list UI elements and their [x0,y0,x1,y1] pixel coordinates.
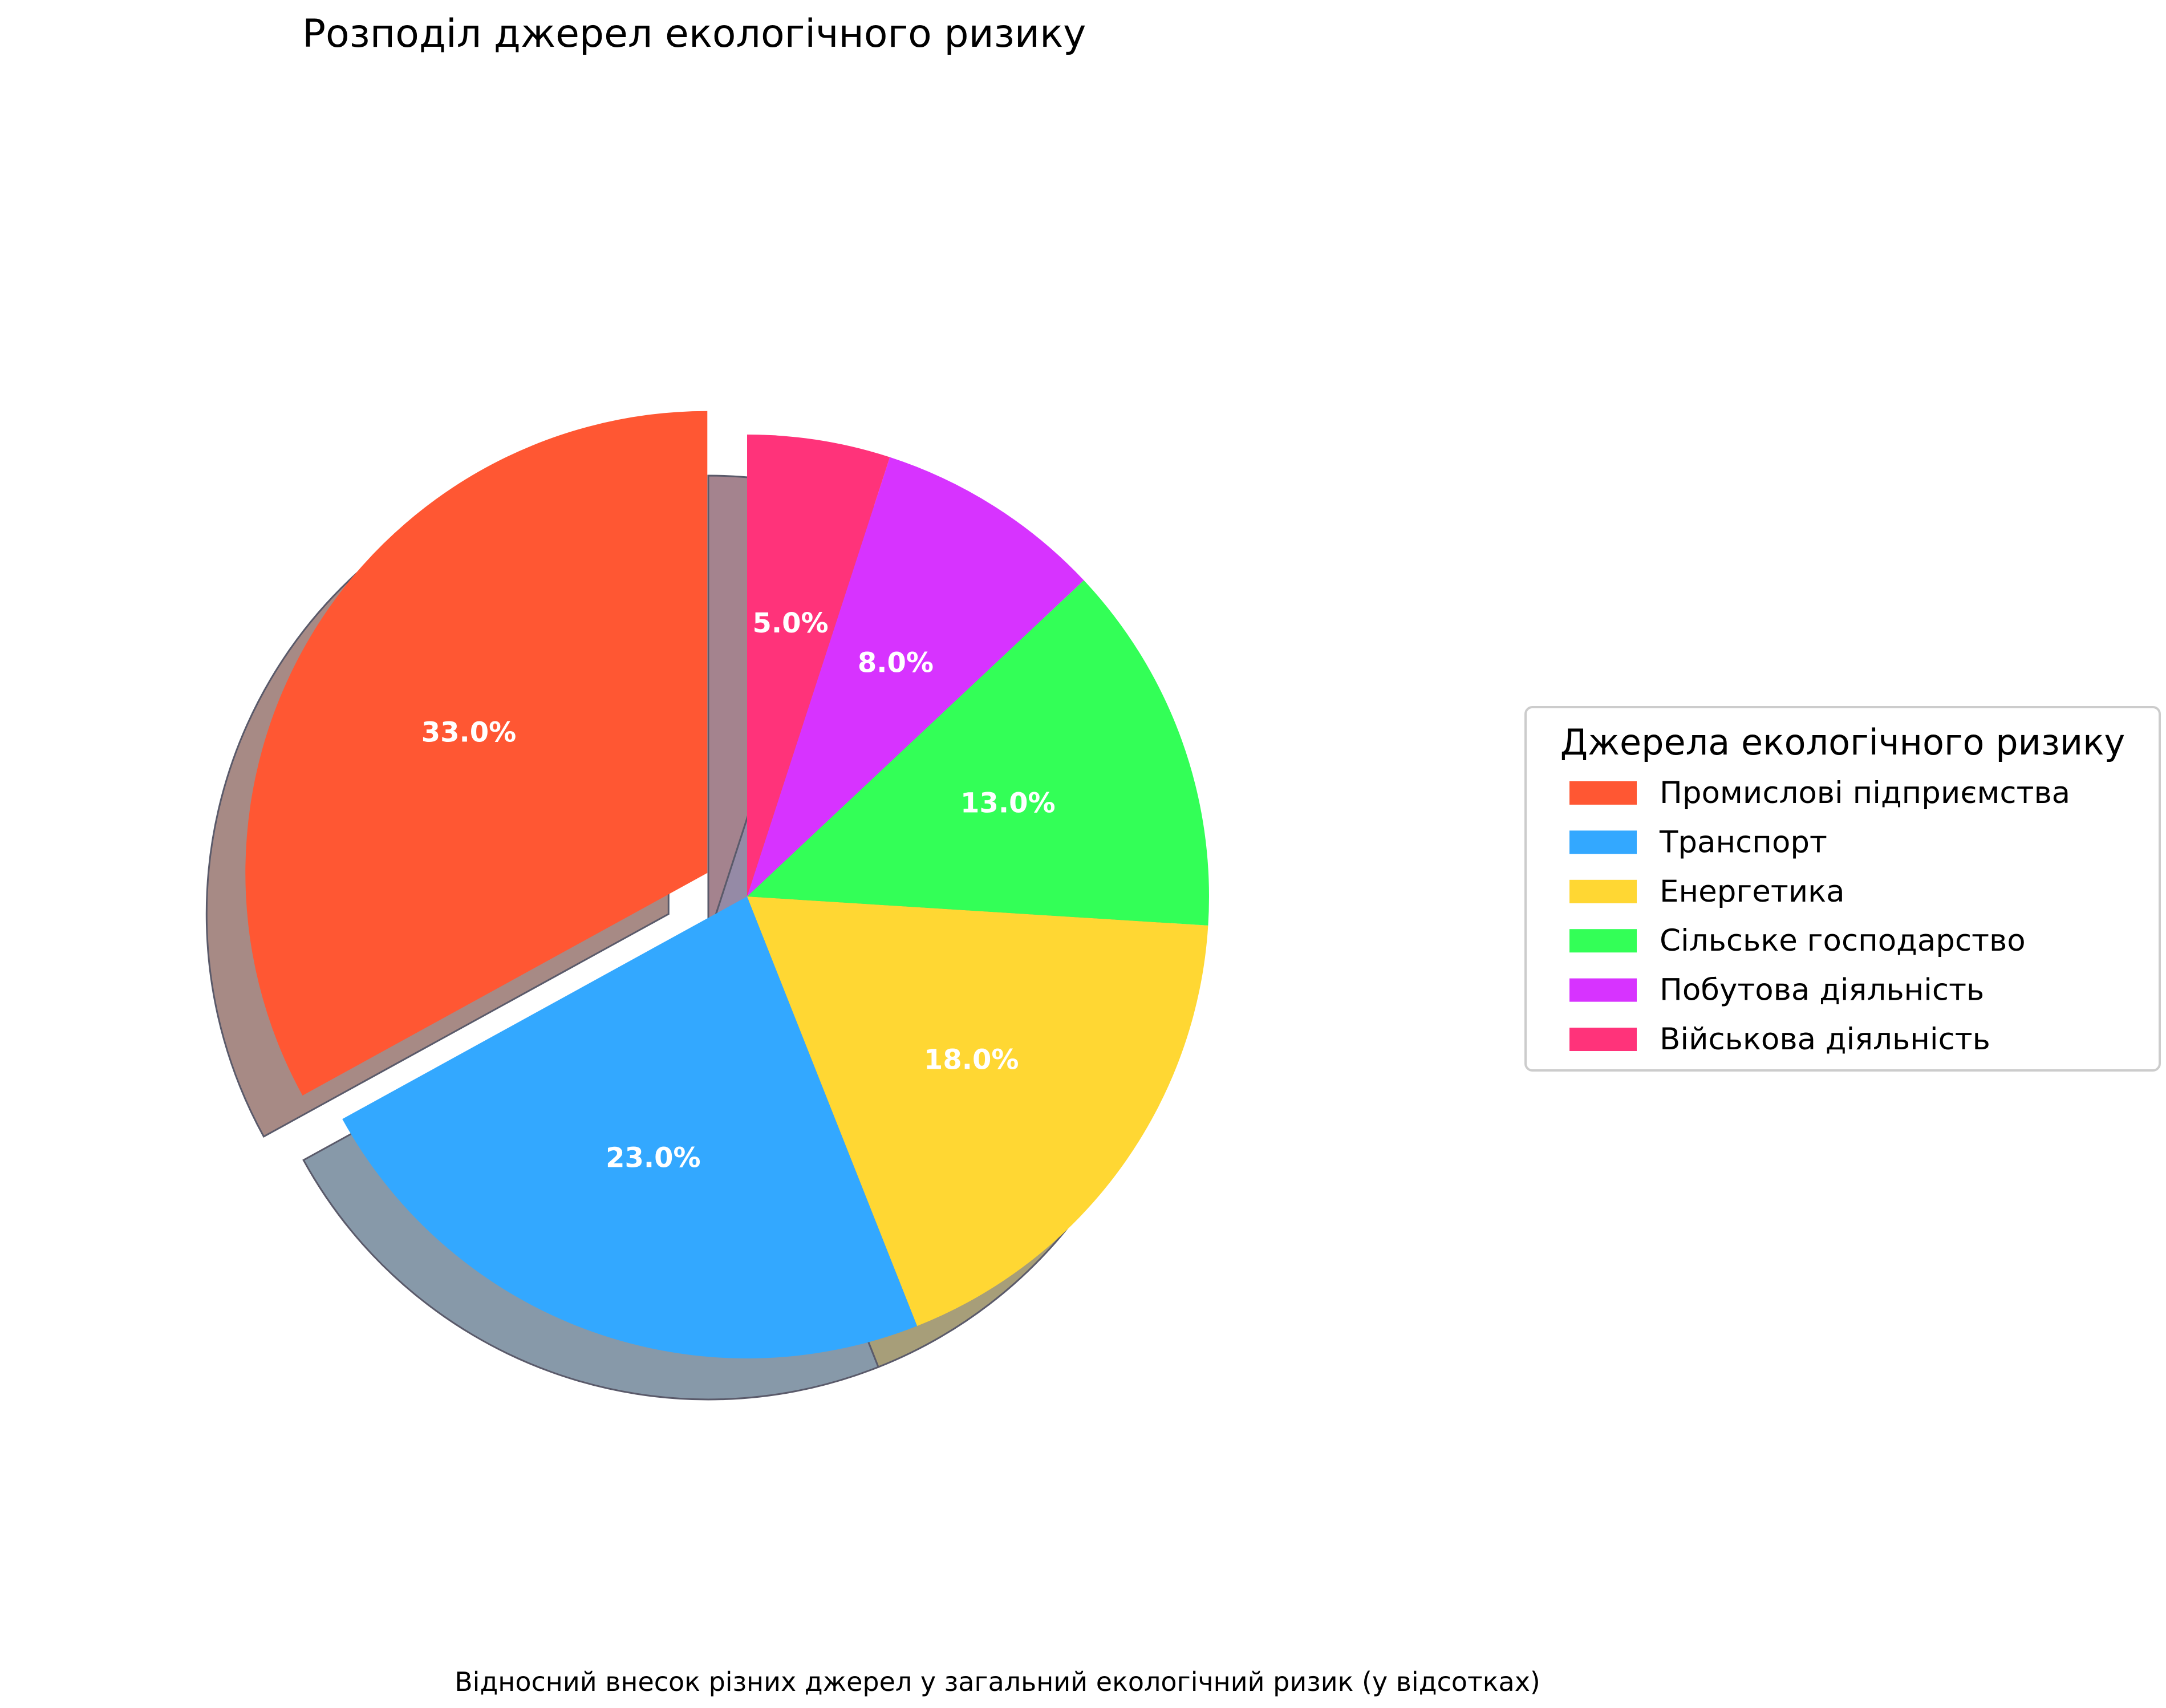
legend-label: Транспорт [1659,825,1827,859]
legend-title: Джерела екологічного ризику [1560,721,2126,763]
slice-percent-label: 33.0% [421,716,517,748]
pie-slice [747,896,1208,1326]
chart-caption: Відносний внесок різних джерел у загальн… [455,1666,1540,1697]
legend: Джерела екологічного ризику Промислові п… [1524,706,2161,1072]
pie-percent-labels: 33.0% 23.0% 18.0% 13.0% 8.0% 5.0% [421,607,1056,1174]
pie-slice [342,896,918,1359]
slice-percent-label: 23.0% [606,1142,701,1174]
slice-percent-label: 8.0% [858,647,934,679]
slice-percent-label: 5.0% [752,607,828,639]
legend-items: Промислові підприємства Транспорт Енергети… [1569,776,2070,1057]
legend-swatch [1569,1028,1637,1051]
legend-swatch [1569,879,1637,903]
legend-swatch [1569,830,1637,854]
slice-percent-label: 13.0% [960,787,1056,819]
pie-slices [245,411,1209,1359]
pie-slice [747,457,1084,896]
legend-label: Промислові підприємства [1660,776,2070,810]
pie-slice [245,411,708,1096]
legend-frame [1524,706,2161,1072]
legend-label: Енергетика [1660,874,1845,909]
legend-swatch [1569,781,1637,805]
pie-slice [747,435,890,896]
legend-label: Побутова діяльність [1660,973,1984,1008]
legend-label: Сільське господарство [1660,923,2026,958]
chart-title: Розподіл джерел екологічного ризику [302,11,1086,56]
legend-label: Військова діяльність [1660,1022,1990,1057]
slice-percent-label: 18.0% [924,1044,1019,1076]
legend-swatch [1569,978,1637,1002]
legend-swatch [1569,929,1637,953]
pie-slice [747,580,1209,926]
